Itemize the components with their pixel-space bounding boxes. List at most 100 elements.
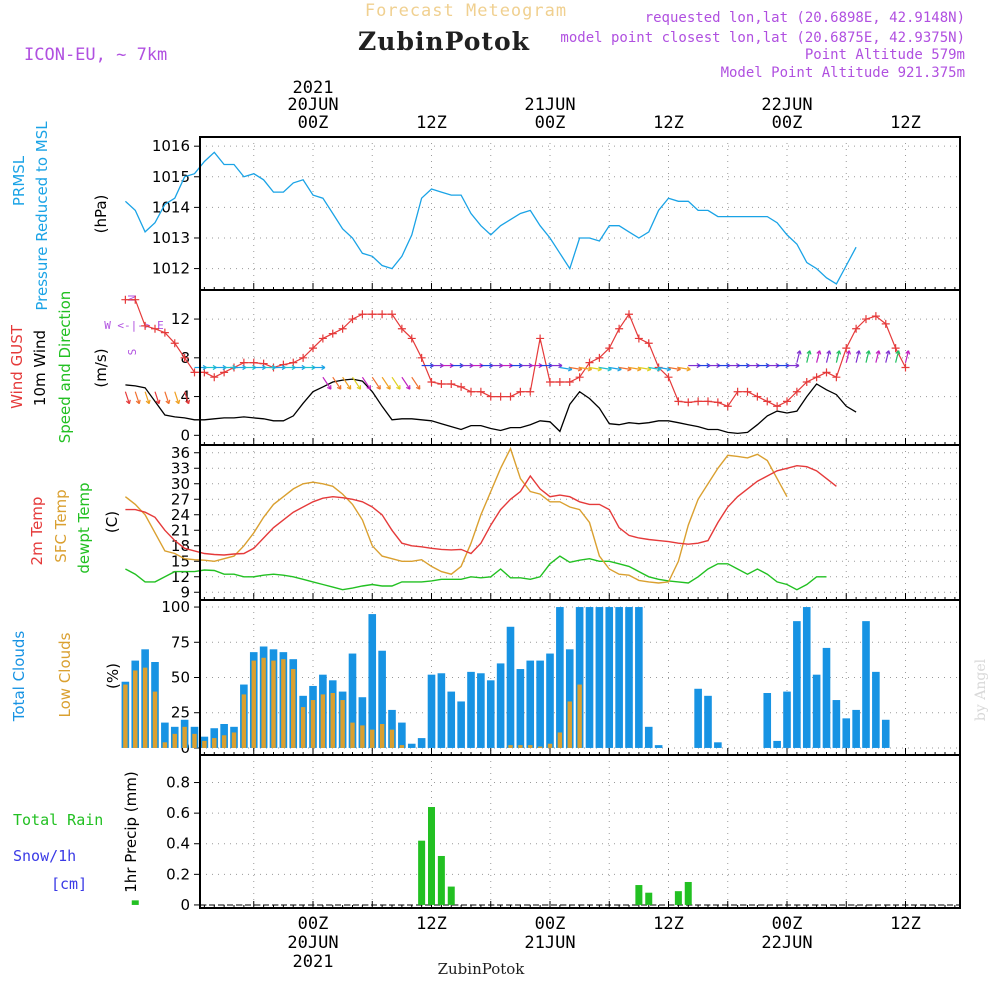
total-clouds-bar (773, 740, 781, 748)
y-tick-label: 12 (171, 310, 190, 328)
total-clouds-bar (694, 688, 702, 748)
low-clouds-bar (577, 684, 582, 748)
gust-marker (338, 324, 347, 333)
wind-direction-arrow (559, 366, 572, 371)
clouds-unit: (%) (104, 663, 122, 689)
precip-label-cm: [cm] (51, 875, 87, 893)
gust-marker (694, 397, 703, 406)
total-clouds-bar (556, 607, 564, 748)
gust-marker (871, 312, 880, 321)
model-point-altitude: Model Point Altitude 921.375m (721, 65, 965, 81)
wind-direction-arrow (589, 366, 602, 371)
wind-arrow-head (396, 385, 401, 390)
gust-marker (733, 387, 742, 396)
gust-marker (763, 397, 772, 406)
gust-marker (901, 363, 910, 372)
gust-marker (575, 373, 584, 382)
wind-direction-arrow (628, 366, 642, 371)
gust-marker (309, 344, 317, 353)
precip-label-rain: Total Rain (13, 811, 103, 829)
low-clouds-bar (251, 660, 256, 748)
gust-marker (822, 368, 831, 377)
wind-direction-arrow (154, 391, 160, 404)
gust-marker (328, 329, 337, 338)
gust-marker (684, 398, 693, 407)
wind-label-gust: Wind GUST (8, 324, 26, 409)
low-clouds-bar (172, 733, 177, 748)
top-date-label: 20JUN (287, 95, 338, 115)
total-clouds-bar (842, 718, 851, 748)
total-clouds-bar (477, 673, 485, 748)
gust-marker (467, 387, 475, 396)
low-clouds-bar (221, 735, 227, 748)
low-clouds-bar (399, 745, 405, 748)
y-tick-label: 12 (171, 568, 190, 586)
wind-arrow-head (415, 385, 421, 390)
temp-unit: (C) (103, 511, 121, 533)
wind-arrow-head (558, 362, 563, 369)
footer-location: ZubinPotok (438, 960, 526, 978)
wind-direction-arrow (381, 376, 391, 390)
gust-marker (368, 310, 377, 319)
total-clouds-bar (763, 693, 772, 748)
gust-marker (723, 402, 732, 411)
wind-direction-arrow (361, 376, 371, 390)
gust-marker (644, 339, 653, 348)
wind-direction-arrow (322, 376, 332, 390)
wind-arrow-head (406, 385, 411, 390)
total-clouds-bar (575, 607, 584, 748)
model-label: ICON-EU, ~ 7km (24, 45, 167, 65)
total-clouds-bar (526, 660, 535, 748)
gust-marker (299, 353, 308, 362)
gust-marker (842, 344, 851, 353)
gust-marker (625, 310, 633, 319)
temperature-panel: 2m Temp SFC Temp dewpt Temp (C) 91215182… (28, 444, 960, 601)
gust-marker (536, 334, 545, 343)
wind-direction-arrow (124, 391, 130, 404)
temp-label-2m: 2m Temp (28, 497, 46, 566)
wind-direction-arrow (342, 376, 352, 390)
wind-arrow-head (175, 399, 181, 405)
wind-direction-arrow (638, 366, 651, 371)
wind-direction-arrow (134, 391, 140, 404)
gust-marker (516, 387, 525, 396)
gust-marker (180, 353, 189, 362)
y-tick-label: 1012 (152, 260, 190, 278)
wind-arrow-head (885, 350, 891, 355)
total-clouds-bar (447, 691, 456, 748)
wind-direction-arrow (875, 350, 880, 363)
y-tick-label: 0.8 (166, 774, 190, 792)
gust-marker (634, 334, 643, 343)
total-clouds-bar (161, 722, 169, 748)
point-altitude: Point Altitude 579m (805, 47, 965, 63)
requested-point: requested lon,lat (20.6898E, 42.9148N) (645, 10, 965, 26)
wind-arrow-head (386, 385, 391, 390)
wind-arrow-head (155, 399, 161, 405)
bottom-hour-label: 12Z (653, 914, 684, 934)
wind-direction-arrow (569, 366, 582, 371)
gust-marker (783, 397, 791, 406)
low-clouds-bar (528, 745, 533, 748)
gust-marker (447, 379, 456, 388)
gust-marker (595, 353, 604, 362)
y-tick-label: 4 (180, 388, 190, 406)
wind-arrow-head (845, 350, 851, 355)
wind-direction-arrow (401, 376, 411, 390)
pressure-label-main: PRMSL (10, 155, 28, 206)
total-clouds-bar (407, 743, 416, 748)
wind-arrow-head (135, 399, 141, 405)
low-clouds-bar (547, 743, 553, 748)
total-clouds-bar (822, 647, 831, 748)
rain-bar (428, 807, 435, 905)
gust-marker (388, 310, 396, 319)
bottom-date-label: 22JUN (761, 933, 812, 953)
temp-label-sfc: SFC Temp (52, 489, 70, 562)
bottom-date-label: 21JUN (524, 933, 575, 953)
wind-direction-arrow (678, 366, 691, 371)
clouds-panel: Total Clouds Low Clouds (%) 0255075100 (10, 598, 960, 757)
gust-marker (318, 334, 327, 343)
pressure-unit: (hPa) (92, 195, 110, 234)
low-clouds-bar (192, 733, 197, 748)
wind-arrow-head (327, 385, 332, 390)
